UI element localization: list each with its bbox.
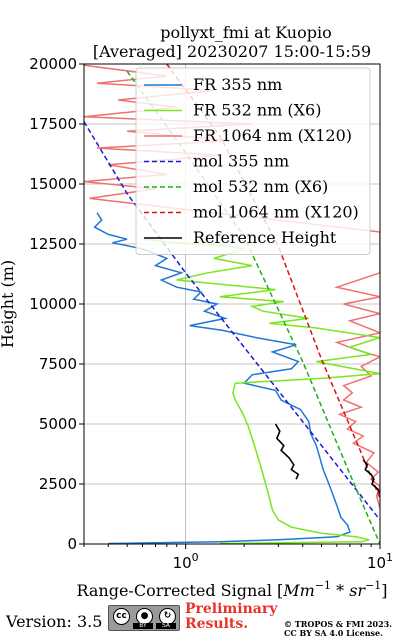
sa-label: SA xyxy=(156,623,176,629)
legend-label-6: Reference Height xyxy=(193,228,337,247)
legend-label-3: mol 355 nm xyxy=(193,152,289,171)
series-line-reference-height-6 xyxy=(274,423,300,480)
series-line-fr-532-nm-x6--1 xyxy=(142,238,380,544)
y-tick-label-6: 15000 xyxy=(29,175,77,193)
y-tick-label-0: 0 xyxy=(67,535,77,553)
chart-subtitle: [Averaged] 20230207 15:00-15:59 xyxy=(93,42,371,61)
y-tick-label-2: 5000 xyxy=(39,415,77,433)
legend-label-4: mol 532 nm (X6) xyxy=(193,177,328,196)
chart-title: pollyxt_fmi at Kuopio xyxy=(160,23,331,42)
copyright-line1: © TROPOS & FMI 2023. xyxy=(284,619,393,629)
legend-label-0: FR 355 nm xyxy=(193,75,282,94)
footer: Version: 3.5 cc ● ↻ BY SA Preliminary Re… xyxy=(0,600,400,640)
copyright-notice: © TROPOS & FMI 2023. CC BY SA 4.0 Licens… xyxy=(284,620,392,638)
cc-icon: cc xyxy=(113,608,130,625)
x-tick-label-0: 100 xyxy=(173,551,199,572)
by-label: BY xyxy=(133,623,153,629)
y-tick-label-4: 10000 xyxy=(29,295,77,313)
y-tick-label-5: 12500 xyxy=(29,235,77,253)
series-line-mol-355-nm-3 xyxy=(84,121,380,521)
x-axis-label-mul: * sr xyxy=(331,581,366,600)
y-axis-label: Height (m) xyxy=(0,260,17,348)
legend-box xyxy=(135,67,371,255)
legend-label-2: FR 1064 nm (X120) xyxy=(193,126,352,145)
x-axis-label-close: ] xyxy=(381,581,387,600)
legend: FR 355 nm FR 532 nm (X6) FR 1064 nm (X120)… xyxy=(135,67,371,255)
copyright-line2: CC BY SA 4.0 License. xyxy=(284,628,383,638)
x-axis: 100 101 xyxy=(83,544,393,572)
x-axis-label: Range-Corrected Signal [Mm−1 * sr−1] xyxy=(76,579,387,600)
y-tick-label-7: 17500 xyxy=(29,115,77,133)
preliminary-notice: Preliminary Results. xyxy=(185,602,277,632)
legend-label-1: FR 532 nm (X6) xyxy=(193,101,321,120)
y-tick-label-1: 2500 xyxy=(39,475,77,493)
y-axis: 0 2500 5000 7500 10000 12500 15000 17500 20000 xyxy=(29,55,84,553)
legend-label-5: mol 1064 nm (X120) xyxy=(193,203,359,222)
x-axis-label-exp1: −1 xyxy=(315,579,331,592)
preliminary-line2: Results. xyxy=(185,616,249,632)
cc-license-badge: cc ● ↻ BY SA xyxy=(108,605,180,631)
version-label: Version: 3.5 xyxy=(6,612,103,631)
series-line-fr-355-nm-0 xyxy=(93,212,351,544)
x-tick-label-1: 101 xyxy=(367,551,393,572)
x-axis-label-unit: Mm xyxy=(282,581,315,600)
lidar-profile-chart: pollyxt_fmi at Kuopio [Averaged] 2023020… xyxy=(0,23,393,600)
x-axis-label-main: Range-Corrected Signal [ xyxy=(76,581,283,600)
x-axis-label-exp2: −1 xyxy=(365,579,381,592)
y-tick-label-8: 20000 xyxy=(29,55,77,73)
preliminary-line1: Preliminary xyxy=(185,601,278,617)
y-tick-label-3: 7500 xyxy=(39,355,77,373)
series-line-reference-height-7 xyxy=(362,459,380,494)
